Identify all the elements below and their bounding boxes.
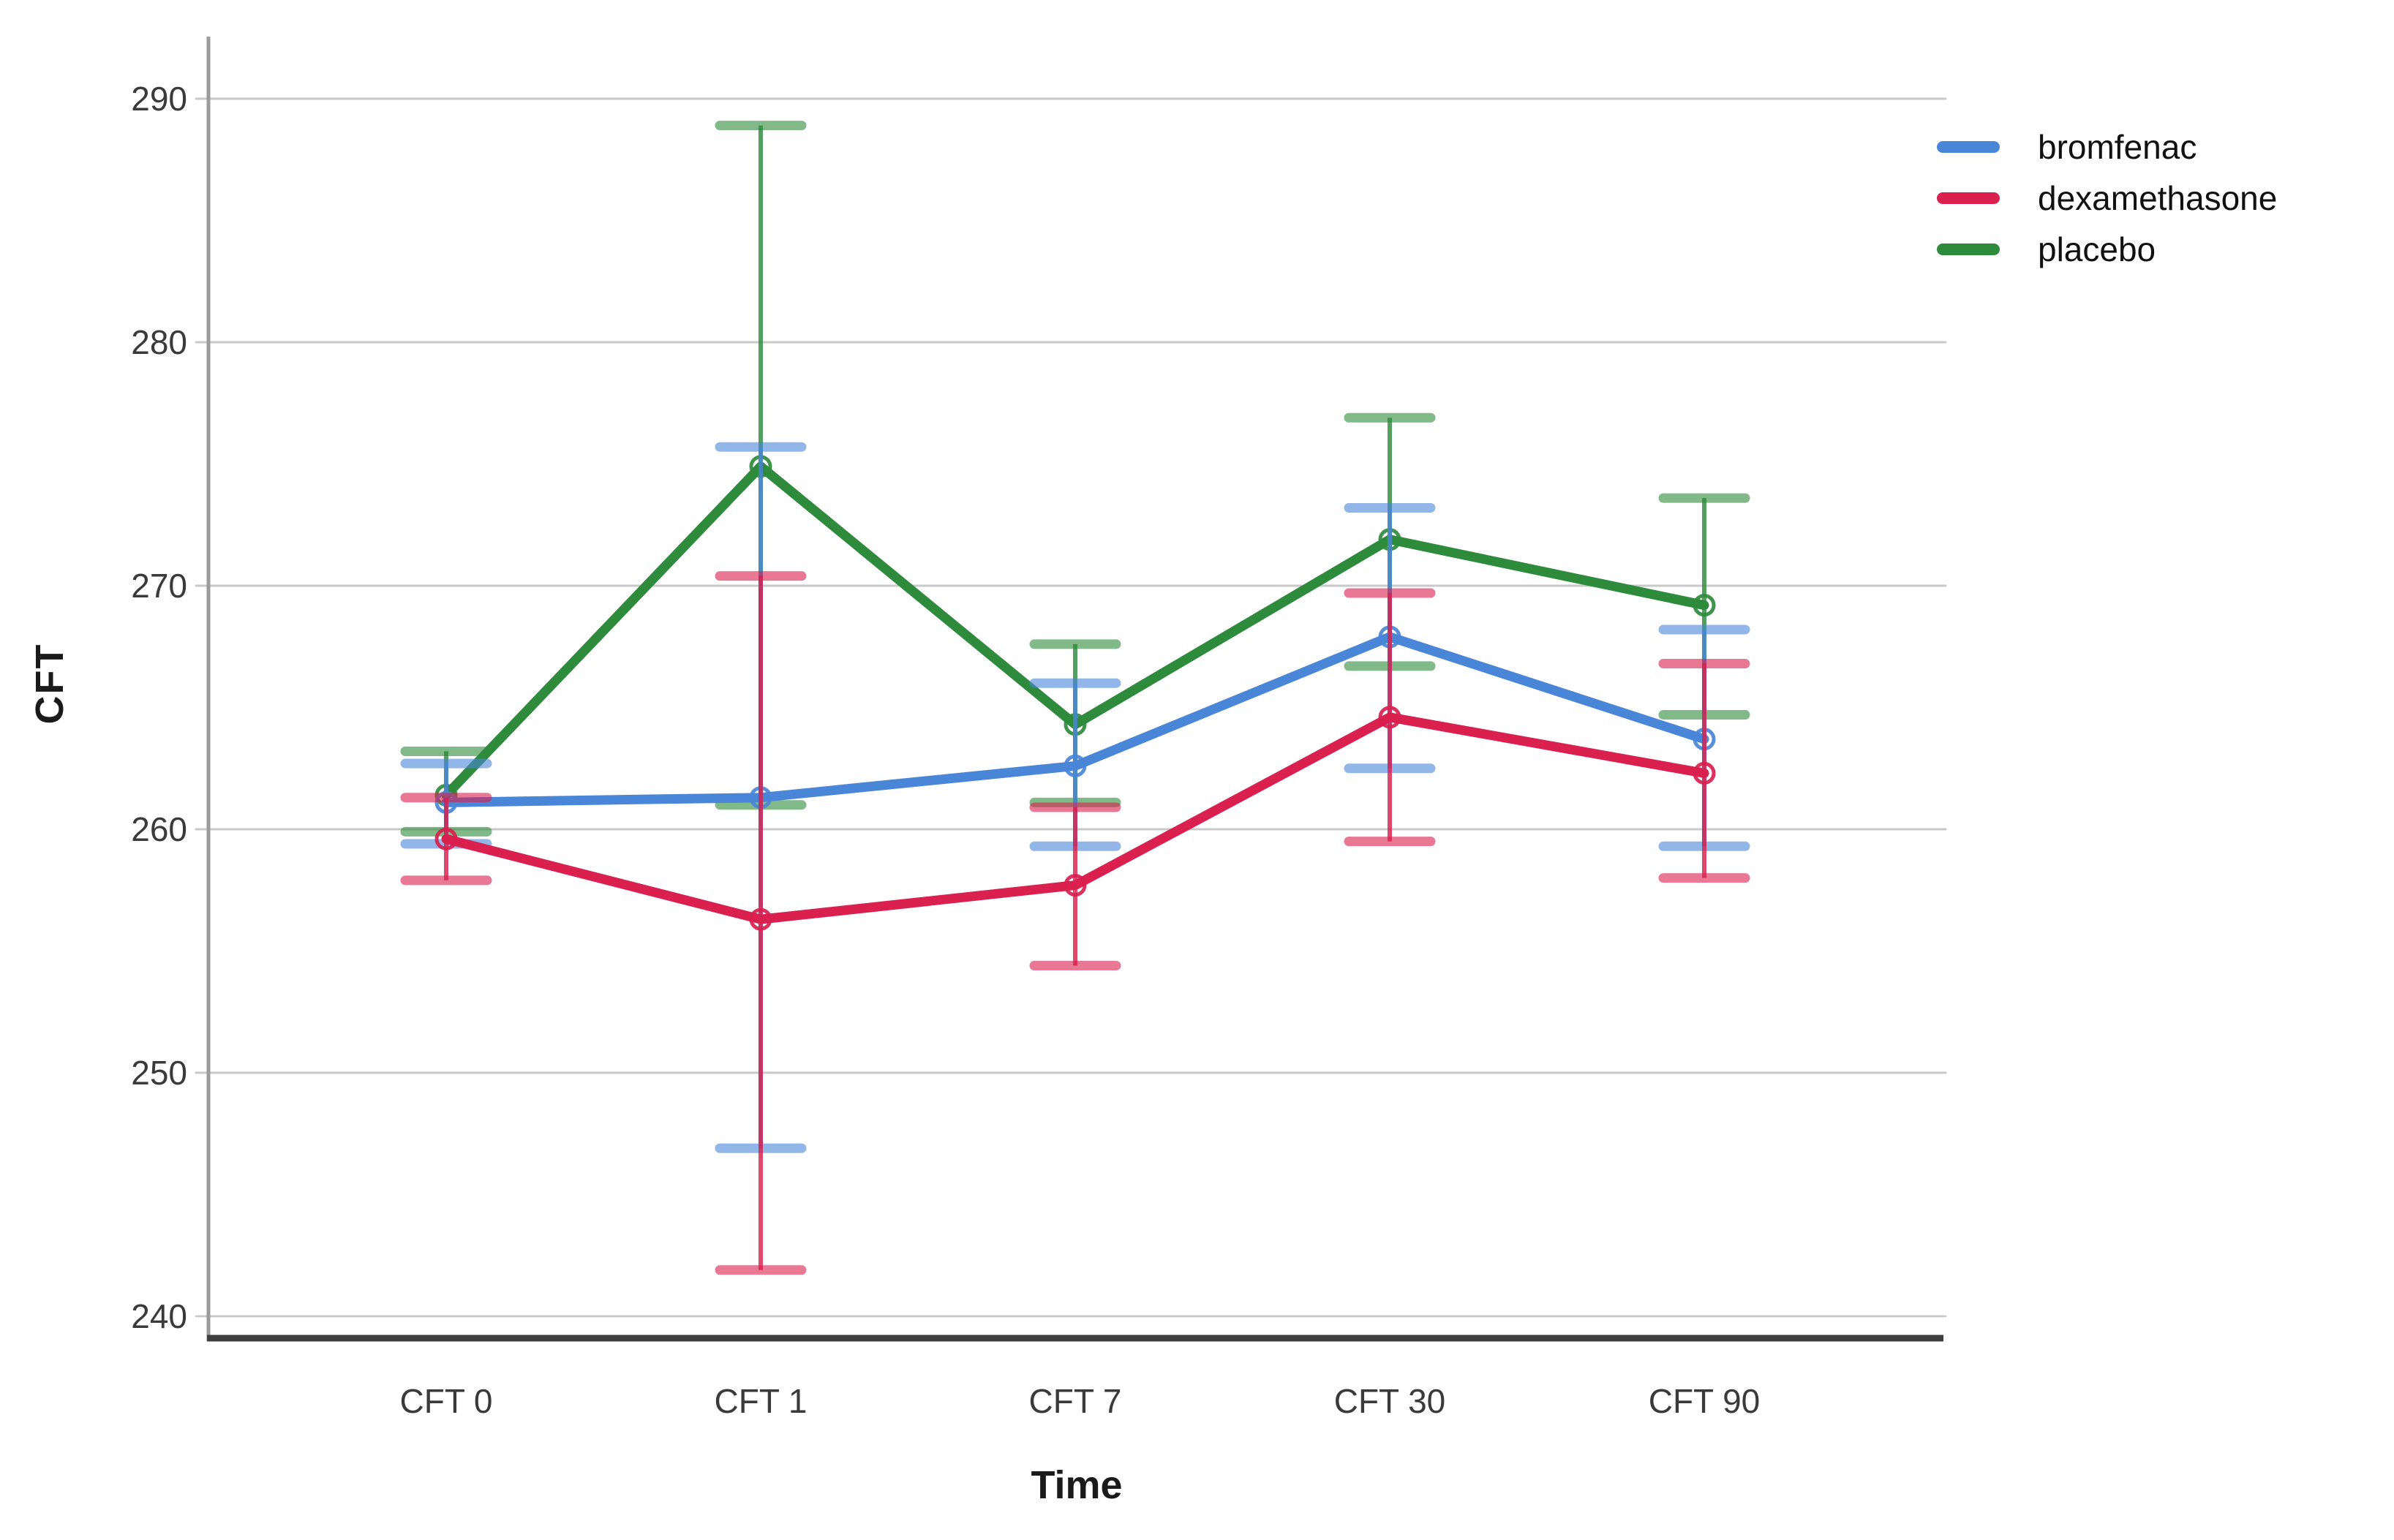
- x-tick-label-cft-30: CFT 30: [1334, 1382, 1446, 1420]
- x-tick-label-cft-0: CFT 0: [400, 1382, 493, 1420]
- legend-item-dexamethasone: dexamethasone: [1937, 173, 2277, 224]
- series-dexamethasone: [400, 571, 1750, 1275]
- legend-swatch-dexamethasone: [1937, 192, 2000, 204]
- x-tick-label-cft-90: CFT 90: [1649, 1382, 1761, 1420]
- legend-swatch-bromfenac: [1937, 141, 2000, 153]
- legend-label: placebo: [2038, 230, 2156, 268]
- y-tick-label-260: 260: [131, 810, 187, 848]
- y-tick-label-250: 250: [131, 1054, 187, 1092]
- y-tick-label-270: 270: [131, 567, 187, 605]
- legend-label: bromfenac: [2038, 128, 2197, 166]
- legend: bromfenac dexamethasone placebo: [1937, 121, 2277, 275]
- marker-bromfenac-2: [1064, 754, 1087, 777]
- x-tick-label-cft-7: CFT 7: [1029, 1382, 1122, 1420]
- legend-item-placebo: placebo: [1937, 224, 2277, 275]
- y-tick-label-280: 280: [131, 323, 187, 361]
- series-line-dexamethasone: [441, 712, 1709, 924]
- x-tick-label-cft-1: CFT 1: [715, 1382, 808, 1420]
- y-tick-label-240: 240: [131, 1297, 187, 1335]
- legend-item-bromfenac: bromfenac: [1937, 121, 2277, 173]
- legend-swatch-placebo: [1937, 244, 2000, 255]
- y-tick-label-290: 290: [131, 80, 187, 118]
- series-line-bromfenac: [441, 632, 1709, 807]
- marker-dexamethasone-2: [1064, 874, 1087, 897]
- y-axis-title: CFT: [28, 643, 72, 725]
- series-bromfenac: [400, 442, 1750, 1153]
- marker-dexamethasone-3: [1378, 706, 1401, 729]
- marker-dexamethasone-0: [434, 827, 458, 850]
- marker-placebo-4: [1693, 594, 1716, 617]
- marker-dexamethasone-1: [749, 907, 772, 931]
- x-axis-title: Time: [1031, 1463, 1123, 1507]
- marker-dexamethasone-4: [1693, 761, 1716, 785]
- legend-label: dexamethasone: [2038, 179, 2278, 217]
